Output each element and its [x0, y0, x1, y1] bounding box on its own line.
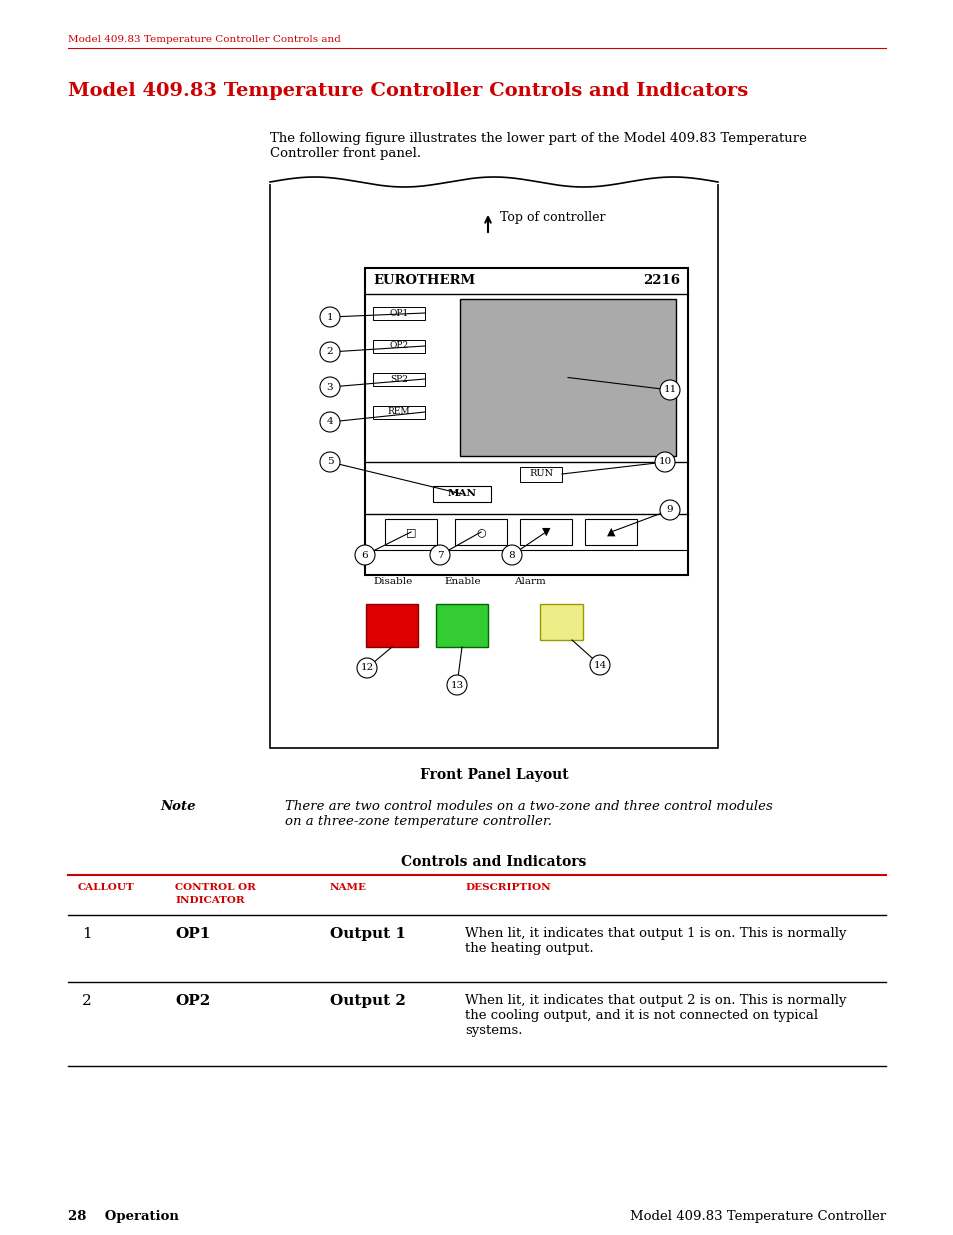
Bar [459, 299, 676, 456]
Text: SP2: SP2 [390, 374, 408, 384]
Text: OP2: OP2 [174, 994, 210, 1008]
Text: 10: 10 [658, 457, 671, 467]
Circle shape [319, 377, 339, 396]
Text: 3: 3 [326, 383, 333, 391]
Text: INDICATOR: INDICATOR [174, 897, 244, 905]
Text: 2216: 2216 [642, 274, 679, 288]
Text: ▼: ▼ [541, 527, 550, 537]
Text: Model 409.83 Temperature Controller Controls and Indicators: Model 409.83 Temperature Controller Cont… [68, 82, 747, 100]
Bar [373, 373, 424, 387]
Bar [366, 604, 417, 647]
Text: Controls and Indicators: Controls and Indicators [401, 855, 586, 869]
Bar [519, 467, 561, 482]
Bar [270, 182, 718, 748]
Text: 5: 5 [326, 457, 333, 467]
Circle shape [356, 658, 376, 678]
Text: MAN: MAN [447, 489, 476, 499]
Text: The following figure illustrates the lower part of the Model 409.83 Temperature
: The following figure illustrates the low… [270, 132, 806, 161]
Text: 1: 1 [326, 312, 333, 321]
Text: EUROTHERM: EUROTHERM [373, 274, 475, 288]
Bar [436, 604, 488, 647]
Text: Model 409.83 Temperature Controller Controls and: Model 409.83 Temperature Controller Cont… [68, 35, 340, 44]
Text: Output 1: Output 1 [330, 927, 406, 941]
Text: 12: 12 [360, 663, 374, 673]
Text: ○: ○ [476, 527, 485, 537]
Bar [433, 487, 491, 501]
Text: ▲: ▲ [606, 527, 615, 537]
Circle shape [319, 452, 339, 472]
Text: Front Panel Layout: Front Panel Layout [419, 768, 568, 782]
Text: 2: 2 [326, 347, 333, 357]
Circle shape [659, 380, 679, 400]
Circle shape [319, 342, 339, 362]
Text: OP1: OP1 [174, 927, 211, 941]
Circle shape [319, 308, 339, 327]
Bar [539, 604, 582, 640]
Bar [519, 519, 572, 545]
Text: CALLOUT: CALLOUT [78, 883, 134, 892]
Text: 13: 13 [450, 680, 463, 689]
Circle shape [589, 655, 609, 676]
Text: Output 2: Output 2 [330, 994, 405, 1008]
Bar [584, 519, 637, 545]
Text: CONTROL OR: CONTROL OR [174, 883, 255, 892]
Circle shape [659, 500, 679, 520]
Circle shape [355, 545, 375, 564]
Text: RUN: RUN [528, 469, 553, 478]
Text: OP2: OP2 [389, 342, 408, 351]
Text: Enable: Enable [444, 577, 481, 585]
Text: 8: 8 [508, 551, 515, 559]
Text: 11: 11 [662, 385, 676, 394]
Text: Disable: Disable [373, 577, 413, 585]
Bar [373, 308, 424, 320]
Text: □: □ [405, 527, 416, 537]
Text: 7: 7 [436, 551, 443, 559]
Text: DESCRIPTION: DESCRIPTION [464, 883, 550, 892]
Text: 1: 1 [82, 927, 91, 941]
Bar [385, 519, 436, 545]
Text: There are two control modules on a two-zone and three control modules
on a three: There are two control modules on a two-z… [285, 800, 772, 827]
Text: REM: REM [387, 408, 410, 416]
Bar [373, 340, 424, 353]
Text: 28    Operation: 28 Operation [68, 1210, 179, 1223]
Circle shape [447, 676, 467, 695]
Bar [365, 268, 687, 576]
Circle shape [501, 545, 521, 564]
Text: When lit, it indicates that output 2 is on. This is normally
the cooling output,: When lit, it indicates that output 2 is … [464, 994, 845, 1037]
Text: Top of controller: Top of controller [499, 210, 605, 224]
Text: 2: 2 [82, 994, 91, 1008]
Text: 4: 4 [326, 417, 333, 426]
Text: When lit, it indicates that output 1 is on. This is normally
the heating output.: When lit, it indicates that output 1 is … [464, 927, 845, 955]
Text: Alarm: Alarm [514, 577, 545, 585]
Bar [455, 519, 506, 545]
Text: 14: 14 [593, 661, 606, 669]
Circle shape [430, 545, 450, 564]
Circle shape [319, 412, 339, 432]
Bar [373, 406, 424, 419]
Circle shape [655, 452, 675, 472]
Text: Note: Note [160, 800, 195, 813]
Text: Model 409.83 Temperature Controller: Model 409.83 Temperature Controller [629, 1210, 885, 1223]
Text: 9: 9 [666, 505, 673, 515]
Text: OP1: OP1 [389, 309, 408, 317]
Text: NAME: NAME [330, 883, 367, 892]
Text: 6: 6 [361, 551, 368, 559]
